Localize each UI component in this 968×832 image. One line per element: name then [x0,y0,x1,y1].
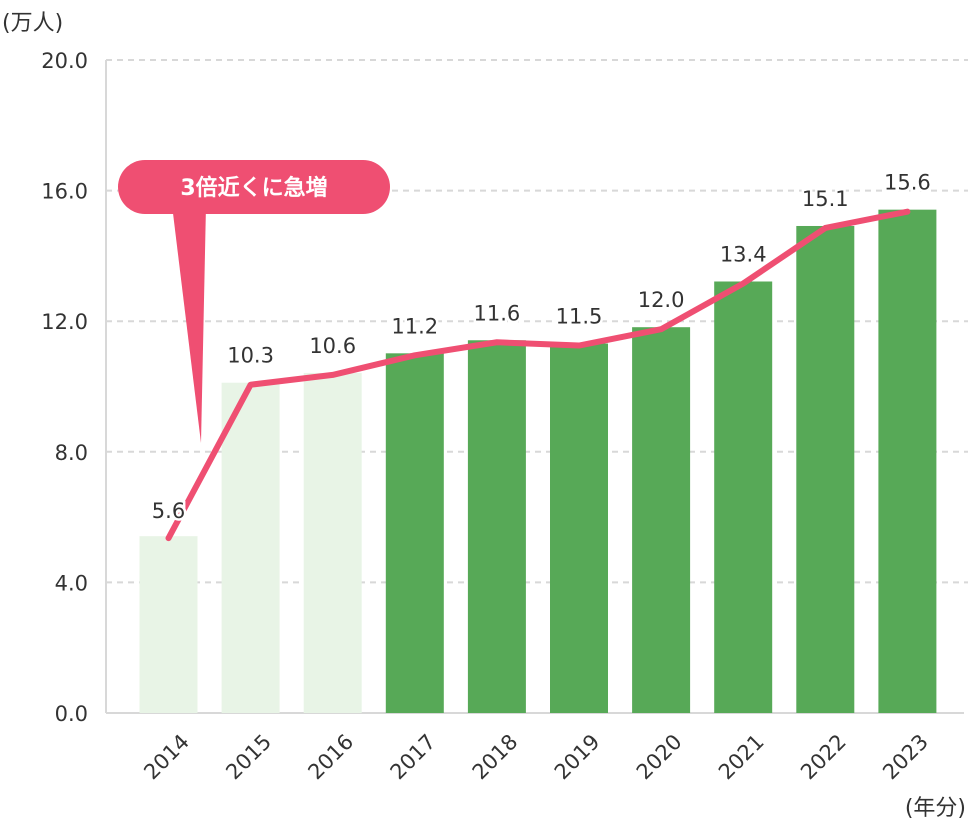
callout-annotation: 3倍近くに急増 [118,160,390,443]
bar-2014 [139,536,198,713]
data-label: 15.1 [802,187,849,211]
callout-bubble [118,160,390,214]
x-tick-label: 2014 [139,730,194,785]
bar-2019 [550,343,608,713]
x-tick-label: 2015 [221,730,276,785]
data-label: 10.3 [227,344,274,368]
data-label: 15.6 [884,171,931,195]
y-tick-label: 0.0 [55,702,88,726]
y-tick-label: 20.0 [41,49,88,73]
axes: 0.0 4.0 8.0 12.0 16.0 20.0 [41,49,964,726]
line-path [165,208,911,542]
y-tick-label: 4.0 [55,571,88,595]
data-label: 13.4 [720,242,767,266]
trend-line [165,208,911,542]
data-label: 12.0 [638,288,685,312]
callout-tail [172,205,206,443]
bar-2016 [303,372,362,713]
data-label: 11.6 [474,301,521,325]
x-tick-label: 2022 [796,730,851,785]
bar-2021 [714,281,773,713]
x-tick-label: 2021 [714,730,769,785]
x-tick-label: 2018 [468,730,523,785]
y-axis-label: (万人) [2,11,63,36]
data-label: 11.5 [556,305,603,329]
bars [139,209,937,714]
x-tick-label: 2019 [550,730,605,785]
data-label: 10.6 [309,334,356,358]
y-tick-label: 12.0 [41,310,88,334]
y-tick-label: 16.0 [41,180,88,204]
callout-text: 3倍近くに急増 [180,175,327,201]
bar-2017 [385,353,444,713]
bar-2015 [221,382,280,713]
data-label: 5.6 [152,499,185,523]
x-tick-label: 2017 [386,730,441,785]
data-label: 11.2 [391,314,438,338]
bar-2022 [796,225,855,714]
x-tick-label: 2016 [303,730,358,785]
y-tick-label: 8.0 [55,441,88,465]
bar-2020 [632,327,691,713]
x-axis-ticks: 2014 2015 2016 2017 2018 2019 2020 2021 2022 2023 [139,730,933,785]
x-tick-label: 2020 [632,730,687,785]
x-axis-label: (年分) [905,796,966,821]
data-labels: 5.6 10.3 10.6 11.2 11.6 11.5 12.0 13.4 15.1 15.6 [149,168,933,525]
bar-2023 [878,209,937,713]
bar-2018 [467,340,526,713]
x-tick-label: 2023 [878,730,933,785]
